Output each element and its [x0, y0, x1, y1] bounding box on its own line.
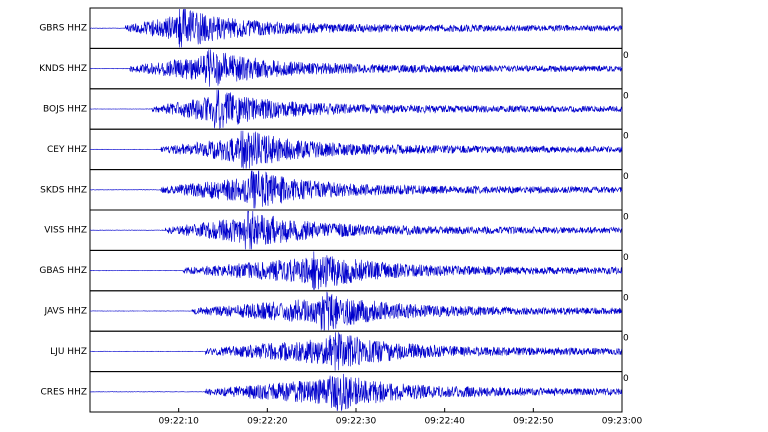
station-label: JAVS HHZ — [43, 307, 87, 317]
x-tick-label: 09:23:00 — [602, 417, 643, 427]
right-label: 0 — [623, 213, 629, 223]
right-label: 0 — [623, 91, 629, 101]
waveform — [89, 332, 623, 371]
x-tick-label: 09:22:30 — [336, 417, 377, 427]
station-label: LJU HHZ — [50, 347, 87, 357]
waveform — [89, 49, 623, 87]
station-label: CEY HHZ — [47, 145, 87, 155]
waveform — [90, 373, 623, 412]
waveform — [89, 210, 623, 250]
waveform — [89, 130, 623, 169]
x-tick-label: 09:22:20 — [247, 417, 288, 427]
right-label: 0 — [623, 253, 629, 263]
x-tick-label: 09:22:10 — [158, 417, 199, 427]
station-label: SKDS HHZ — [40, 185, 87, 195]
x-tick-label: 09:22:50 — [513, 417, 554, 427]
station-label: CRES HHZ — [41, 387, 88, 397]
waveform — [89, 291, 623, 332]
waveform — [89, 251, 623, 290]
station-label: GBRS HHZ — [39, 24, 87, 34]
waveform — [89, 170, 623, 209]
right-label: 0 — [623, 334, 629, 344]
station-label: KNDS HHZ — [39, 64, 87, 74]
station-label: GBAS HHZ — [39, 266, 87, 276]
waveform — [89, 8, 623, 48]
waveform — [90, 89, 623, 129]
right-label: 0 — [623, 293, 629, 303]
right-label: 0 — [623, 132, 629, 142]
right-label: 0 — [623, 51, 629, 61]
station-label: BOJS HHZ — [43, 105, 87, 115]
x-tick-label: 09:22:40 — [424, 417, 465, 427]
station-label: VISS HHZ — [44, 226, 87, 236]
right-label: 0 — [623, 172, 629, 182]
right-label: 0 — [623, 374, 629, 384]
